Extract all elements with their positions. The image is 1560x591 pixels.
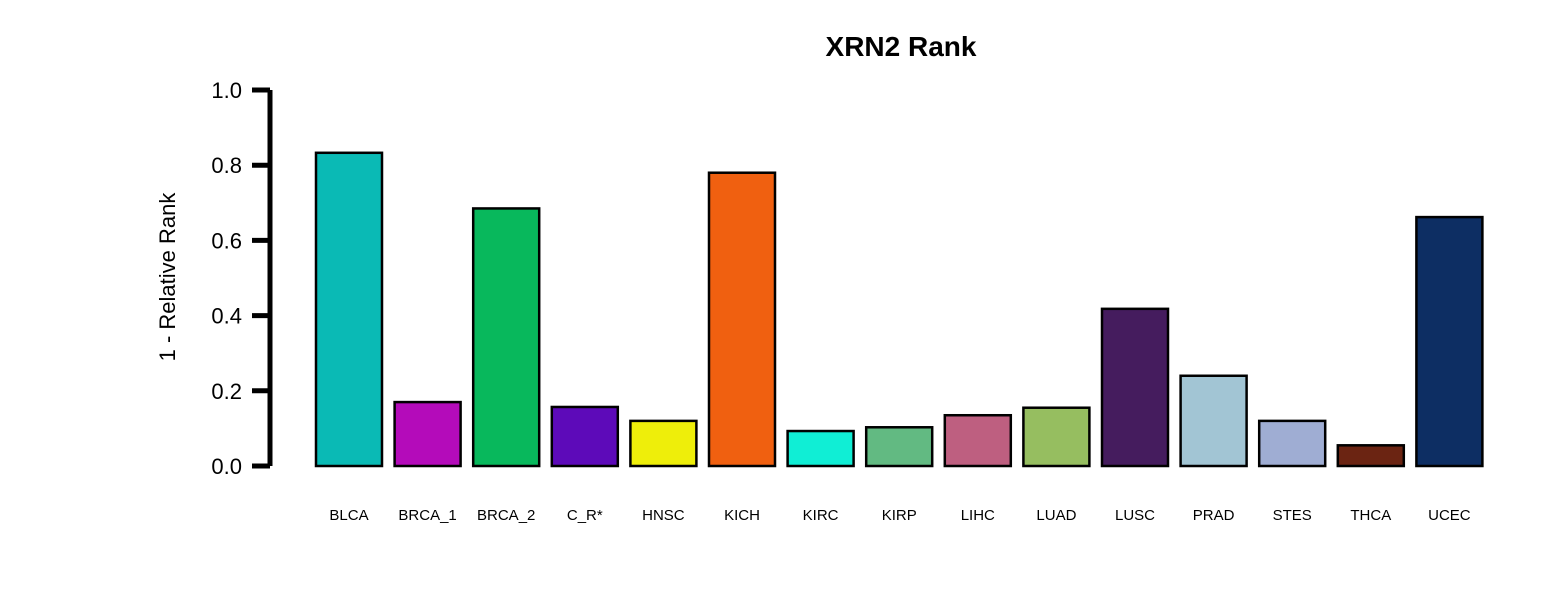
chart-title: XRN2 Rank: [826, 31, 977, 62]
x-tick-label: STES: [1273, 507, 1312, 524]
y-axis: 0.0 0.2 0.4 0.6 0.8 1.0: [211, 78, 273, 479]
y-tick-label: 1.0: [211, 78, 242, 103]
bar-c-r: [550, 405, 620, 468]
x-tick-label: PRAD: [1193, 507, 1235, 524]
y-axis-label: 1 - Relative Rank: [155, 192, 180, 362]
x-tick-label: KIRP: [882, 507, 917, 524]
y-tick-label: 0.2: [211, 379, 242, 404]
y-tick-label: 0.8: [211, 153, 242, 178]
bar-luad: [1022, 406, 1091, 468]
x-tick-label: KICH: [724, 507, 760, 524]
x-tick-labels: BLCA BRCA_1 BRCA_2 C_R* HNSC KICH KIRC KIRP LIHC…: [329, 507, 1470, 524]
bar-brca-2: [471, 207, 541, 468]
bar-lusc: [1100, 307, 1170, 468]
x-tick-label: BRCA_2: [477, 507, 535, 524]
x-tick-label: LIHC: [961, 507, 995, 524]
x-tick-label: KIRC: [803, 507, 839, 524]
bar-thca: [1336, 444, 1406, 468]
bar-brca-1: [393, 400, 462, 468]
x-tick-label: BLCA: [329, 507, 368, 524]
bar-lihc: [943, 413, 1013, 468]
x-tick-label: C_R*: [567, 507, 603, 524]
x-tick-label: LUSC: [1115, 507, 1155, 524]
bars-group: [314, 151, 1484, 468]
x-tick-label: THCA: [1350, 507, 1391, 524]
bar-kirp: [864, 426, 934, 468]
bar-prad: [1179, 374, 1248, 468]
bar-ucec: [1415, 215, 1484, 468]
y-tick-label: 0.6: [211, 228, 242, 253]
bar-kirc: [786, 429, 855, 468]
bar-kich: [707, 171, 777, 468]
x-tick-label: HNSC: [642, 507, 685, 524]
x-tick-label: BRCA_1: [398, 507, 456, 524]
bar-stes: [1257, 419, 1327, 468]
x-tick-label: LUAD: [1036, 507, 1076, 524]
y-tick-label: 0.0: [211, 454, 242, 479]
y-tick-label: 0.4: [211, 304, 242, 329]
bar-hnsc: [629, 419, 698, 468]
bar-blca: [314, 151, 384, 468]
x-tick-label: UCEC: [1428, 507, 1471, 524]
